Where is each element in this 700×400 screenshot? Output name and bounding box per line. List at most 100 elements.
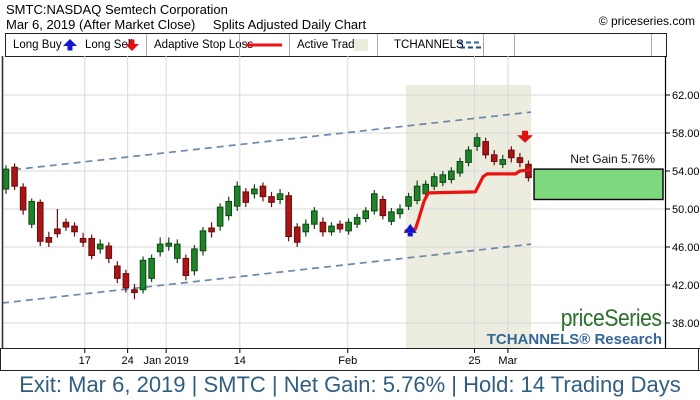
legend-divider — [377, 34, 378, 56]
candle-up — [148, 254, 155, 283]
candle-up — [251, 184, 258, 199]
candle-down — [88, 234, 95, 260]
candle-up — [353, 213, 361, 228]
candle-down — [105, 242, 113, 264]
candle-down — [490, 150, 498, 166]
candle-up — [233, 181, 241, 211]
candle-body — [345, 221, 352, 232]
x-tick-label: 17 — [79, 355, 91, 367]
candle-up — [499, 154, 507, 169]
priceseries-logo: priceSeries — [561, 305, 662, 332]
y-tick-label: 58.00 — [672, 128, 700, 140]
candle-up — [216, 203, 224, 231]
candle-down — [62, 218, 70, 231]
candle-up — [405, 192, 412, 210]
candle-body — [88, 237, 95, 257]
candle-body — [216, 206, 224, 227]
x-tick-label: Jan 2019 — [144, 355, 189, 367]
candle-body — [122, 273, 130, 289]
candle-up — [370, 190, 378, 215]
candle-down — [71, 222, 78, 237]
legend-divider — [483, 34, 484, 56]
candle-body — [285, 195, 292, 238]
candle-down — [508, 146, 515, 163]
candle-down — [516, 152, 524, 168]
y-tick-label: 42.00 — [672, 280, 700, 292]
candle-body — [11, 166, 18, 187]
y-tick-label: 54.00 — [672, 166, 700, 178]
candle-up — [345, 218, 352, 235]
long-buy-arrow — [403, 223, 417, 233]
candle-body — [405, 196, 412, 207]
candle-up — [225, 196, 232, 221]
active-trade-region — [405, 85, 532, 348]
candle-up — [156, 237, 164, 257]
candle-body — [54, 228, 61, 235]
candle-body — [225, 200, 232, 217]
candles-group — [2, 133, 532, 300]
candle-body — [71, 225, 78, 233]
active-trade-swatch-icon — [354, 39, 368, 51]
y-axis: 38.00 42.00 46.00 50.00 54.00 58.00 62.00 — [665, 90, 700, 330]
candle-body — [19, 186, 27, 211]
candle-down — [79, 232, 87, 247]
candle-up — [388, 208, 395, 226]
candle-body — [182, 257, 190, 276]
candle-body — [96, 243, 104, 250]
candle-body — [233, 185, 241, 207]
candle-up — [362, 207, 370, 223]
candle-up — [456, 157, 464, 177]
candle-up — [448, 167, 455, 184]
candle-body — [336, 223, 344, 230]
candle-up — [276, 189, 284, 205]
candle-body — [490, 154, 498, 163]
candle-body — [276, 193, 284, 201]
long-buy-arrow-icon — [63, 39, 77, 51]
candle-up — [473, 133, 481, 152]
candle-body — [208, 227, 215, 233]
chart-subtitle: Mar 6, 2019 (After Market Close) Splits … — [6, 17, 366, 32]
candle-body — [439, 174, 447, 183]
candle-body — [199, 230, 207, 252]
candle-up — [430, 172, 438, 190]
tchannels-research-watermark: TCHANNELS® Research — [486, 331, 662, 348]
candle-down — [268, 191, 275, 208]
tchannels-dashes-icon — [458, 41, 482, 49]
candle-down — [36, 199, 44, 247]
legend-divider — [514, 34, 515, 56]
legend-label-long-sell: Long Sell — [85, 39, 133, 51]
long-sell-marker — [517, 130, 534, 143]
candle-body — [302, 223, 310, 233]
candle-body — [516, 157, 524, 163]
candle-down — [19, 183, 27, 215]
candle-body — [293, 226, 301, 243]
chart-date-status: Mar 6, 2019 (After Market Close) — [6, 17, 196, 32]
candle-up — [174, 239, 181, 264]
candle-up — [413, 180, 421, 205]
long-sell-arrow — [517, 135, 534, 143]
candle-body — [131, 289, 138, 294]
candle-body — [413, 185, 421, 201]
candle-body — [105, 245, 113, 259]
candle-body — [251, 188, 258, 195]
candle-body — [508, 149, 515, 159]
candle-body — [165, 242, 173, 247]
candle-up — [2, 165, 10, 194]
candle-body — [422, 183, 429, 195]
candle-up — [396, 204, 404, 219]
candle-body — [482, 141, 489, 156]
candle-body — [396, 208, 404, 215]
candle-body — [379, 199, 387, 217]
candle-up — [139, 256, 147, 294]
x-tick-label: 14 — [234, 355, 246, 367]
candle-body — [465, 149, 472, 163]
candle-body — [456, 161, 464, 174]
candle-down — [182, 254, 190, 281]
gridlines — [2, 56, 665, 348]
trade-summary-text: Exit: Mar 6, 2019 | SMTC | Net Gain: 5.7… — [19, 372, 681, 397]
candle-up — [465, 146, 472, 167]
candle-down — [379, 195, 387, 220]
y-tick-label: 46.00 — [672, 242, 700, 254]
candle-down — [285, 191, 292, 242]
